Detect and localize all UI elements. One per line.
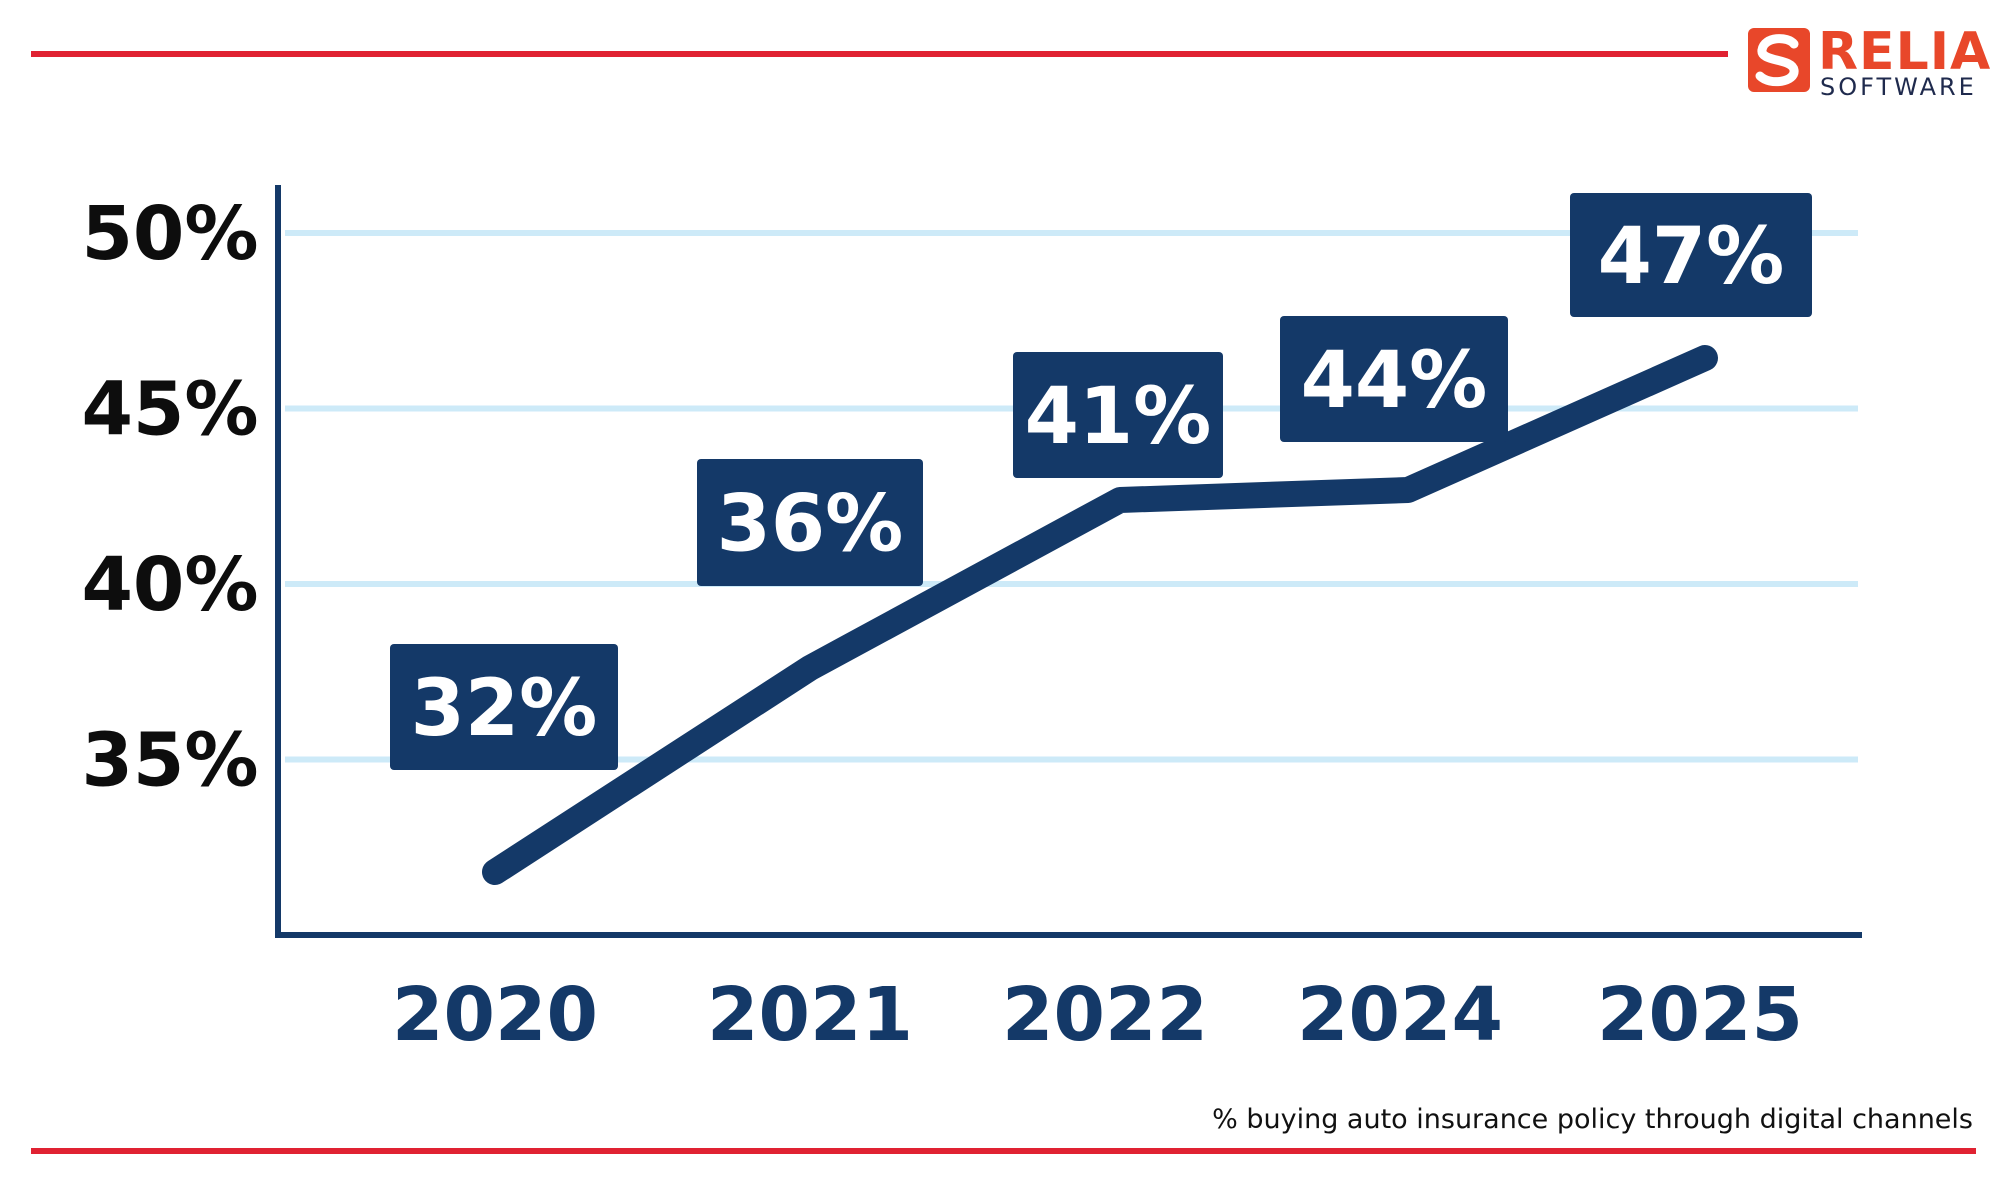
series-line-path [482,345,1718,885]
logo-tagline: SOFTWARE [1820,73,1977,101]
data-label-text: 32% [411,664,598,754]
data-label-box [1280,316,1508,442]
relia-logo-icon [1748,28,1810,92]
data-label-box [390,644,618,770]
x-tick-label: 2021 [707,972,913,1058]
data-label-2021: 36% [697,459,923,586]
y-tick-label: 45% [81,367,258,453]
data-label-2025: 47% [1570,193,1812,317]
y-tick-labels: 35% 40% 45% 50% [81,191,258,804]
data-label-2020: 32% [390,644,618,770]
data-label-text: 41% [1025,372,1212,462]
relia-software-logo: RELIA SOFTWARE [1748,22,1992,101]
logo-wordmark: RELIA [1818,22,1992,82]
data-label-box [1013,352,1223,478]
x-tick-label: 2025 [1597,972,1803,1058]
data-label-text: 44% [1301,336,1488,426]
bottom-accent-rule [31,1148,1976,1154]
top-accent-rule [31,51,1728,57]
data-labels: 32% 36% 41% 44% 47% [390,193,1812,770]
x-tick-label: 2020 [392,972,598,1058]
data-label-box [1570,193,1812,317]
axes [275,185,1862,938]
data-label-box [697,459,923,586]
data-label-2022: 41% [1013,352,1223,478]
data-label-text: 47% [1598,212,1785,302]
x-tick-label: 2022 [1002,972,1208,1058]
y-tick-label: 40% [81,542,258,628]
data-label-text: 36% [717,480,904,570]
y-tick-label: 50% [81,191,258,277]
series-line [482,345,1718,885]
y-tick-label: 35% [81,718,258,804]
chart-caption: % buying auto insurance policy through d… [1212,1104,1973,1135]
data-label-2024: 44% [1280,316,1508,442]
x-tick-labels: 2020 2021 2022 2024 2025 [392,972,1803,1058]
x-tick-label: 2024 [1297,972,1503,1058]
